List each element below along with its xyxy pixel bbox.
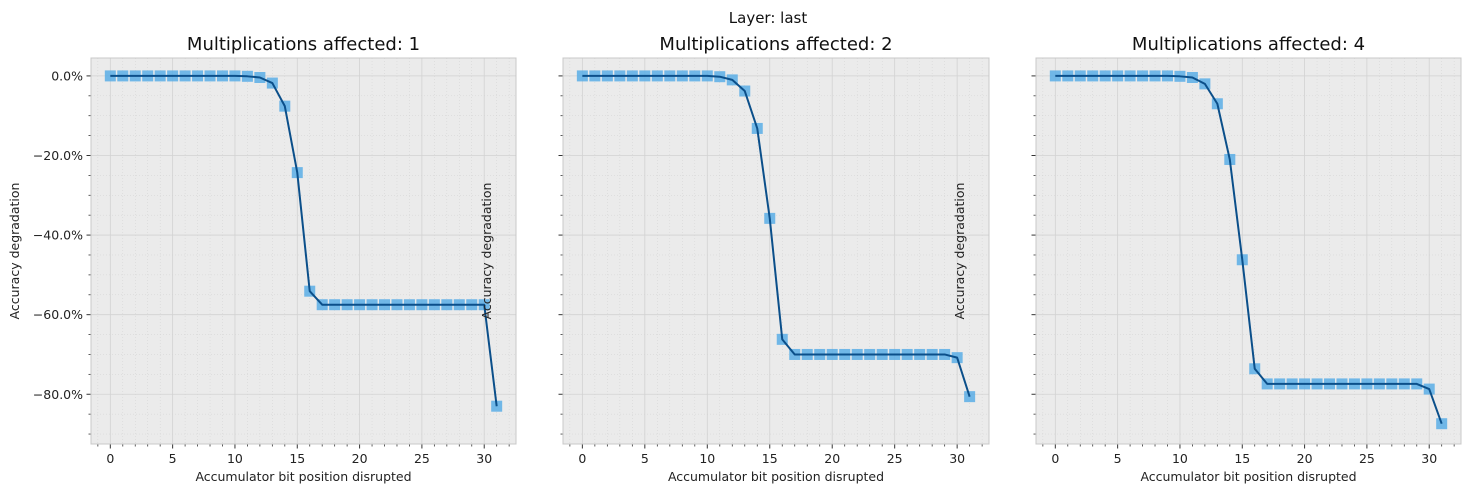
plot-frame <box>562 57 990 445</box>
plot-area <box>563 58 989 444</box>
y-axis-label: Accuracy degradation <box>952 183 967 320</box>
x-tick-label: 25 <box>887 451 903 466</box>
chart-panel-2: 0 5 10 15 20 25 30 Multiplications affected: 2 A… <box>479 34 990 484</box>
x-tick-label: 15 <box>1234 451 1250 466</box>
x-tick-label: 15 <box>289 451 305 466</box>
figure-suptitle: Layer: last <box>729 9 808 27</box>
y-tick-label: 0.0% <box>51 68 83 83</box>
x-tick-label: 25 <box>414 451 430 466</box>
x-tick-label: 10 <box>227 451 243 466</box>
x-tick-label: 10 <box>699 451 715 466</box>
x-tick-label: 0 <box>578 451 586 466</box>
plot-frame <box>90 57 517 445</box>
chart-title: Multiplications affected: 1 <box>187 34 420 55</box>
series-line <box>582 74 971 397</box>
y-tick-label: −40.0% <box>33 228 83 243</box>
x-tick-label: 5 <box>169 451 177 466</box>
y-tick-label: −80.0% <box>33 387 83 402</box>
plot-area <box>91 58 516 444</box>
chart-panel-3: 0 5 10 15 20 25 30 Multiplications affected: 4 A… <box>952 34 1462 484</box>
x-tick-label: 0 <box>106 451 114 466</box>
y-axis-label: Accuracy degradation <box>479 183 494 320</box>
x-tick-label: 20 <box>352 451 368 466</box>
x-axis-label: Accumulator bit position disrupted <box>195 469 411 484</box>
x-tick-label: 30 <box>949 451 965 466</box>
x-tick-label: 20 <box>1297 451 1313 466</box>
chart-title: Multiplications affected: 4 <box>1132 34 1365 55</box>
y-axis-label: Accuracy degradation <box>7 183 22 320</box>
chart-title: Multiplications affected: 2 <box>659 34 892 55</box>
x-tick-label: 5 <box>641 451 649 466</box>
data-point <box>104 70 116 82</box>
x-tick-label: 25 <box>1359 451 1375 466</box>
plot-frame <box>1035 57 1462 445</box>
series-line <box>1055 74 1443 425</box>
data-point <box>1049 70 1061 82</box>
x-tick-label: 0 <box>1051 451 1059 466</box>
series-line <box>110 74 498 407</box>
x-tick-label: 30 <box>1421 451 1437 466</box>
x-axis-label: Accumulator bit position disrupted <box>1140 469 1356 484</box>
x-tick-label: 10 <box>1172 451 1188 466</box>
x-axis-label: Accumulator bit position disrupted <box>668 469 884 484</box>
x-tick-label: 20 <box>824 451 840 466</box>
chart-panel-1: 0 5 10 15 20 25 30 0.0% −20.0% −40.0% −60.0% −80.0%… <box>7 34 517 484</box>
panels: 0 5 10 15 20 25 30 0.0% −20.0% −40.0% −60.0% −80.0%… <box>7 34 1462 484</box>
y-tick-label: −60.0% <box>33 307 83 322</box>
x-tick-label: 5 <box>1114 451 1122 466</box>
x-tick-label: 30 <box>476 451 492 466</box>
y-tick-label: −20.0% <box>33 148 83 163</box>
x-tick-label: 15 <box>762 451 778 466</box>
